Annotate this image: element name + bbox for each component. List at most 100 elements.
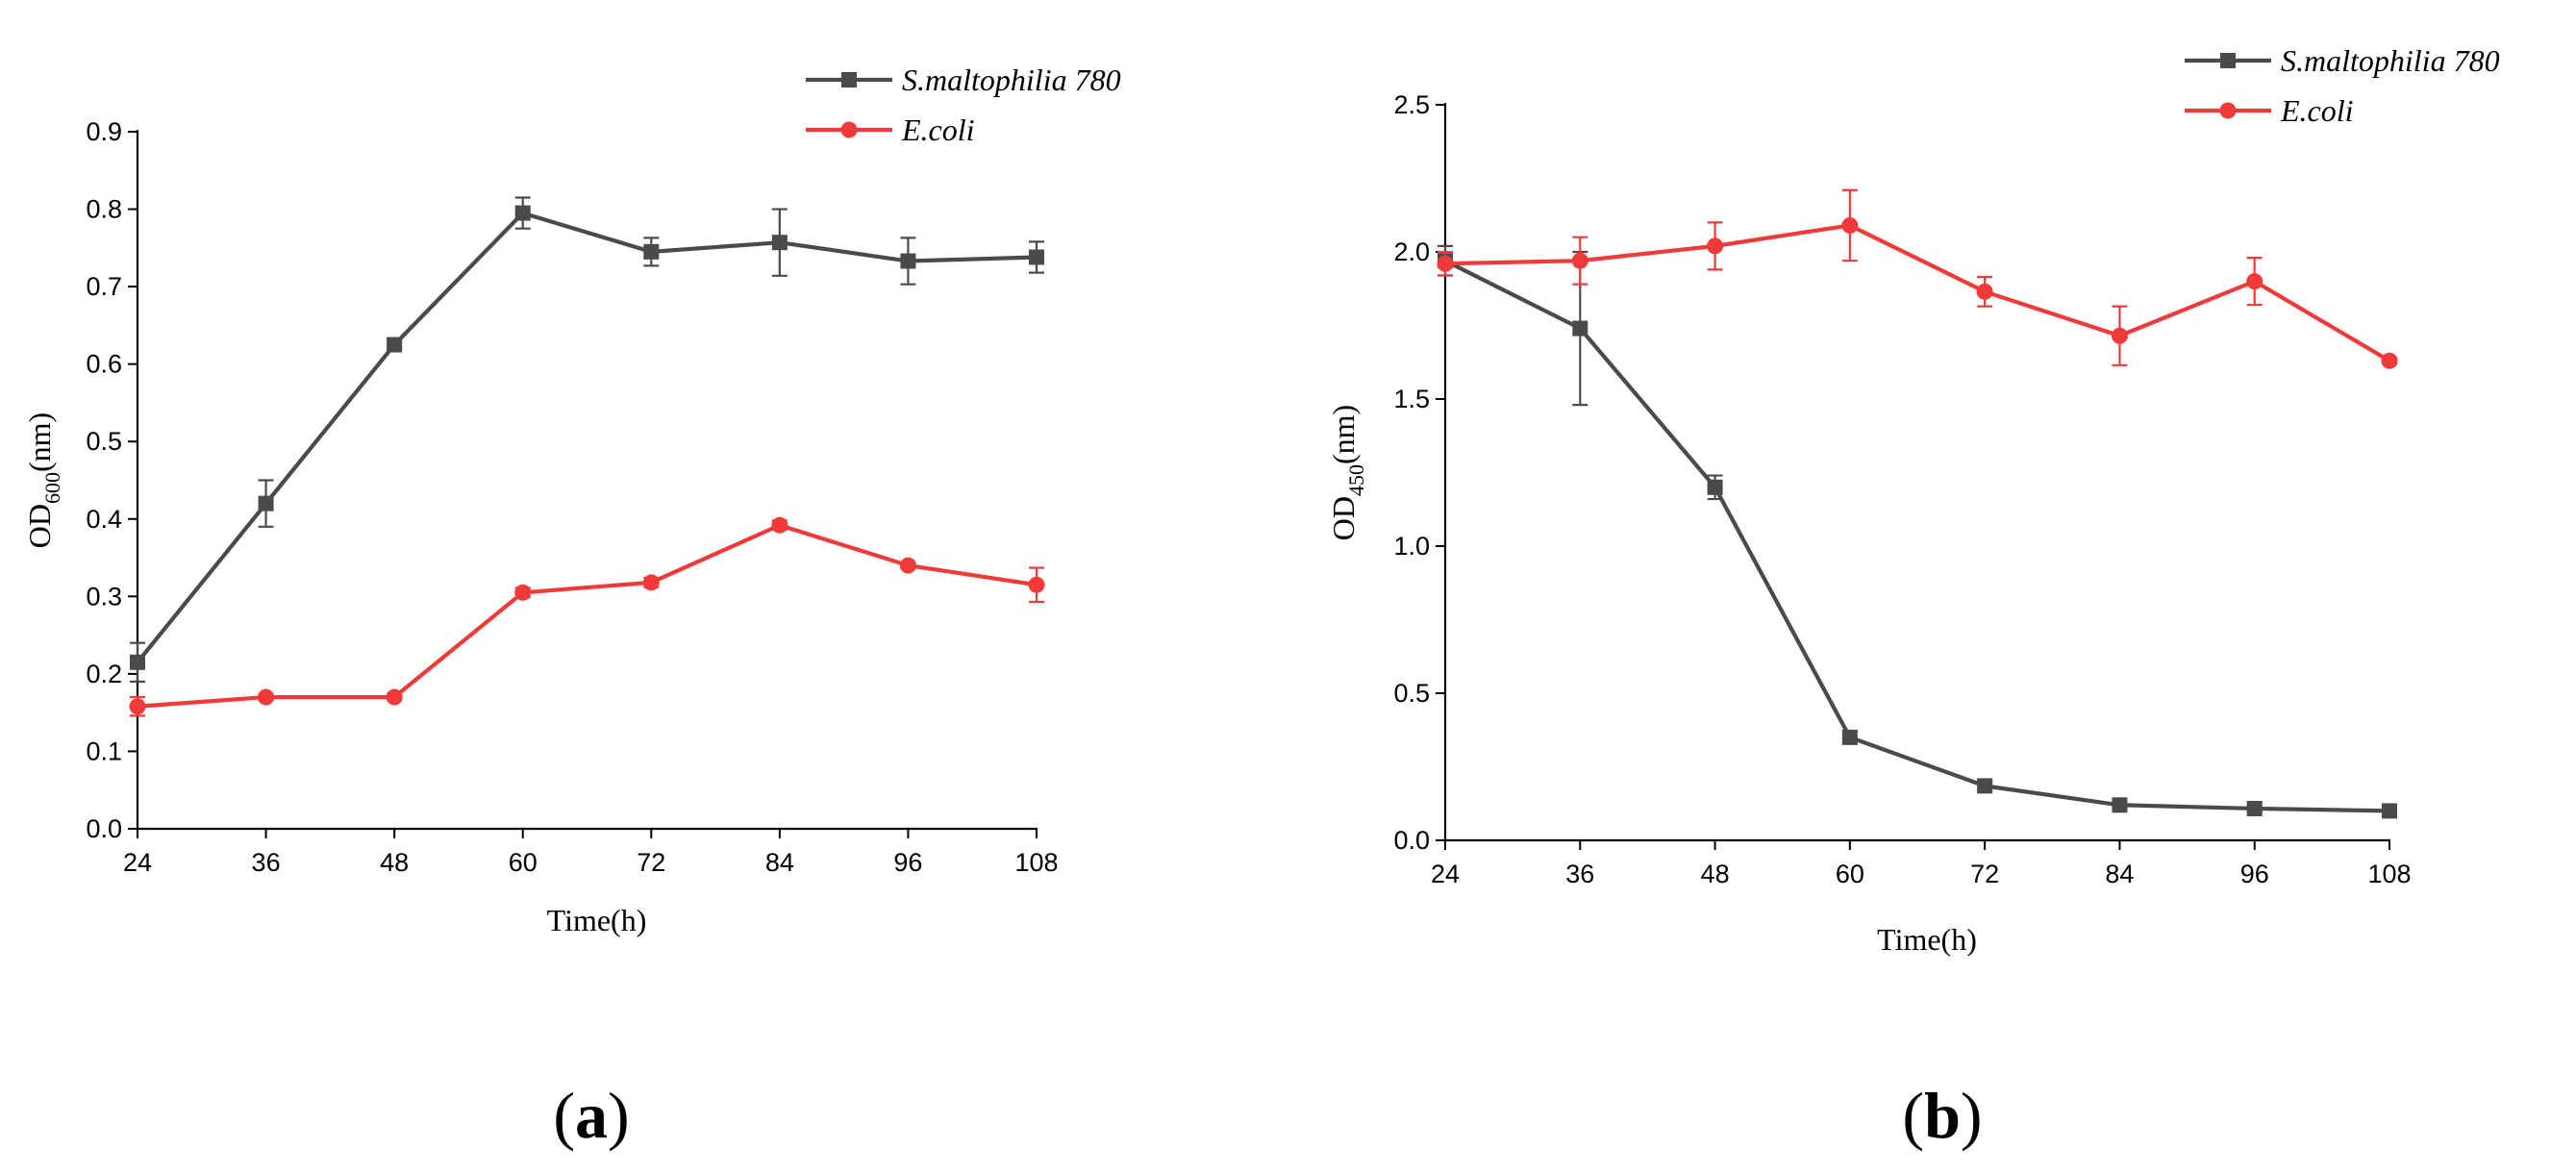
- x-tick-label: 36: [1565, 860, 1594, 888]
- y-tick-label: 2.5: [1393, 90, 1430, 119]
- series-smaltophilia: [130, 196, 1044, 684]
- x-axis-title: Time(h): [547, 903, 647, 937]
- data-point: [771, 235, 788, 251]
- y-tick-label: 1.0: [1393, 532, 1430, 561]
- x-tick-label: 60: [509, 848, 538, 877]
- data-point: [387, 337, 403, 353]
- x-tick-label: 48: [380, 848, 409, 877]
- y-tick-label: 0.5: [86, 427, 122, 456]
- x-tick-label: 60: [1836, 860, 1864, 888]
- y-tick-label: 0.5: [1393, 679, 1430, 708]
- legend-item: E.coli: [2185, 93, 2354, 128]
- y-tick-label: 0.0: [1393, 826, 1430, 855]
- legend-item: E.coli: [806, 112, 975, 147]
- x-tick-label: 96: [2240, 860, 2269, 888]
- data-point: [1707, 237, 1724, 255]
- x-tick-label: 36: [252, 848, 281, 877]
- data-point: [899, 557, 916, 574]
- data-point: [2381, 352, 2398, 369]
- y-tick-label: 0.1: [86, 736, 122, 765]
- x-tick-label: 96: [893, 848, 922, 877]
- data-point: [1572, 320, 1588, 337]
- y-tick-label: 1.5: [1393, 385, 1430, 413]
- y-tick-label: 0.9: [86, 117, 122, 146]
- legend-marker: [841, 72, 857, 87]
- x-tick-label: 72: [637, 848, 665, 877]
- legend-marker: [2220, 53, 2236, 68]
- data-point: [1437, 255, 1454, 272]
- data-point: [1841, 216, 1859, 234]
- x-tick-label: 72: [1970, 860, 1999, 888]
- data-point: [2111, 327, 2128, 344]
- x-tick-label: 24: [123, 848, 152, 877]
- panel-label: (b): [1902, 1079, 1982, 1152]
- panel-label-letter: b: [1924, 1079, 1961, 1152]
- data-point: [2246, 800, 2263, 816]
- data-point: [1976, 283, 1993, 300]
- legend-item: S.maltophilia 780: [806, 62, 1121, 97]
- panel-label-open: (: [553, 1079, 575, 1152]
- x-tick-label: 24: [1431, 860, 1460, 888]
- series-ecoli: [129, 516, 1045, 717]
- x-tick-label: 48: [1701, 860, 1730, 888]
- x-tick-label: 108: [1014, 848, 1058, 877]
- y-tick-label: 2.0: [1393, 237, 1430, 266]
- data-point: [2382, 803, 2397, 819]
- y-tick-label: 0.6: [86, 350, 122, 379]
- data-point: [1707, 479, 1723, 495]
- data-point: [642, 574, 660, 591]
- data-point: [386, 688, 403, 706]
- series-ecoli: [1437, 188, 2398, 369]
- series-line: [136, 211, 1038, 664]
- x-tick-label: 84: [765, 848, 794, 877]
- panel-label-letter: a: [575, 1079, 608, 1152]
- legend-label: S.maltophilia 780: [902, 62, 1121, 97]
- y-axis-title-main: OD: [22, 504, 57, 548]
- x-tick-label: 108: [2367, 860, 2411, 888]
- data-point: [2112, 797, 2128, 813]
- data-point: [258, 495, 274, 512]
- legend-marker: [2219, 102, 2237, 119]
- x-axis-title: Time(h): [1877, 922, 1977, 957]
- legend-label: E.coli: [901, 112, 975, 147]
- panel-label-open: (: [1902, 1079, 1924, 1152]
- data-point: [1028, 576, 1045, 593]
- data-point: [643, 243, 660, 260]
- y-tick-label: 0.2: [86, 660, 122, 688]
- y-axis-title: OD600(nm): [22, 412, 64, 548]
- y-axis-title-main: OD: [1326, 496, 1361, 540]
- data-point: [1571, 252, 1588, 269]
- data-point: [514, 584, 532, 601]
- series-line: [137, 522, 1038, 709]
- y-tick-label: 0.3: [86, 582, 122, 611]
- legend-label: S.maltophilia 780: [2281, 43, 2500, 78]
- series-line: [1444, 259, 2390, 813]
- y-tick-label: 0.0: [86, 814, 122, 843]
- data-point: [514, 205, 531, 221]
- data-point: [900, 253, 916, 269]
- data-point: [771, 516, 788, 534]
- data-point: [2246, 273, 2263, 290]
- y-tick-label: 0.8: [86, 195, 122, 224]
- chart-panel-b: 0.0 0.5 1.0 1.5 2.0 2.5 24 36 48 60 72 84 96 108 Time(…: [1326, 43, 2500, 1152]
- chart-panel-a: 0.0 0.1 0.2 0.3 0.4 0.5 0.6 0.7 0.8 0.9 24 36 48 60 72…: [22, 62, 1121, 1152]
- x-tick-label: 84: [2105, 860, 2134, 888]
- legend-item: S.maltophilia 780: [2185, 43, 2500, 78]
- data-point: [1841, 729, 1858, 745]
- data-point: [1977, 778, 1993, 794]
- legend-marker: [840, 121, 858, 138]
- y-axis-title: OD450(nm): [1326, 405, 1368, 540]
- series-line: [1444, 223, 2391, 363]
- y-axis-title-subscript: 600: [40, 472, 64, 504]
- data-point: [129, 698, 146, 715]
- data-point: [1029, 249, 1044, 265]
- panel-label-close: ): [608, 1079, 630, 1152]
- y-axis-title-subscript: 450: [1344, 464, 1368, 496]
- y-axis-title-unit: (nm): [1326, 405, 1361, 464]
- panel-label: (a): [553, 1079, 629, 1152]
- y-axis-title-unit: (nm): [22, 412, 57, 472]
- panel-label-close: ): [1961, 1079, 1983, 1152]
- legend-label: E.coli: [2280, 93, 2354, 128]
- data-point: [130, 654, 145, 670]
